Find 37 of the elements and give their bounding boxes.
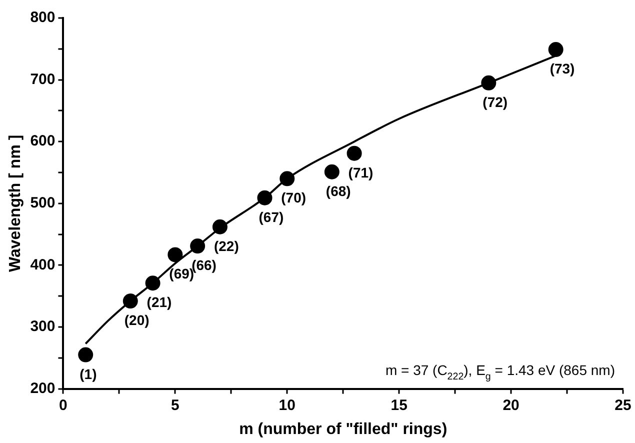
point xyxy=(190,238,206,254)
point xyxy=(280,171,295,186)
y-axis-title: Wavelength [ nm ] xyxy=(7,134,24,272)
annotation: (68) xyxy=(326,182,351,199)
y-tick-label: 800 xyxy=(30,9,56,26)
y-tick-label: 400 xyxy=(30,256,56,274)
annotation: (20) xyxy=(124,312,150,328)
annotation: (73) xyxy=(550,60,575,77)
y-tick-label: 700 xyxy=(30,70,56,88)
annotation: (22) xyxy=(214,238,239,254)
x-tick-label: 25 xyxy=(614,396,632,414)
annotation: (72) xyxy=(482,94,508,110)
point xyxy=(145,276,160,291)
y-tick-label: 500 xyxy=(30,194,56,212)
point xyxy=(481,75,496,90)
x-axis-title: m (number of "filled" rings) xyxy=(239,420,448,438)
point xyxy=(122,294,138,309)
x-tick-label: 5 xyxy=(171,396,180,414)
point xyxy=(78,347,94,362)
y-tick-label: 200 xyxy=(30,380,56,397)
y-tick-label: 600 xyxy=(30,132,56,150)
point xyxy=(257,190,272,206)
x-tick-label: 10 xyxy=(278,396,296,414)
x-tick-label: 20 xyxy=(502,396,520,414)
annotation: (1) xyxy=(80,366,97,382)
point xyxy=(548,42,564,58)
x-tick-label: 15 xyxy=(390,396,408,414)
y-tick-label: 300 xyxy=(30,318,56,336)
annotation: (71) xyxy=(348,164,374,180)
point xyxy=(212,219,228,234)
annotation: (21) xyxy=(146,294,172,310)
annotation: (70) xyxy=(281,190,306,206)
annotation: (67) xyxy=(258,208,284,225)
point xyxy=(168,247,183,262)
x-tick-label: 0 xyxy=(59,396,68,414)
point xyxy=(346,146,362,161)
point xyxy=(324,164,340,180)
